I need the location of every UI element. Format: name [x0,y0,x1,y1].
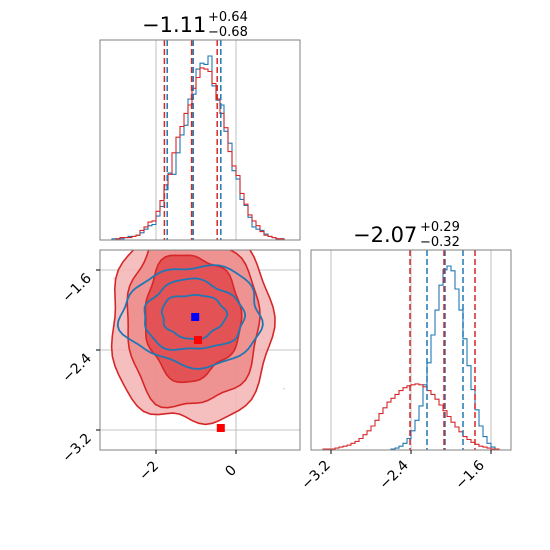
p3-title-main: −2.07 [353,223,417,247]
p2-scatter-point [165,247,167,249]
p2-blue-contours [116,264,264,370]
p3-title-sup: +0.29 [420,220,460,235]
p3-xtick-label-1: −3.2 [298,457,333,492]
p2-xtick-label-2: 0 [222,462,240,480]
p2-xtick-label-1: −2 [136,458,162,484]
p3-quantile-lines [409,250,476,450]
panel-top-left: −1.11 +0.64 −0.68 [99,10,301,241]
p2-ytick-label-3: −3.2 [59,430,94,465]
p1-histogram-series [100,55,300,241]
p2-ytick-label-1: −1.6 [59,270,94,305]
p1-title-sub: −0.68 [208,25,248,40]
p2-markers [191,313,225,432]
p2-scatter-point [189,235,191,237]
p2-red-center-marker [194,336,202,344]
p2-red-contours [110,250,276,426]
p1-axes-frame [99,39,301,241]
p2-scatter-point [178,243,180,245]
p2-blue-contour-3 [116,264,264,370]
p3-hist-series-2 [311,383,511,451]
p2-extra-marker-1 [216,424,225,432]
p3-gridlines [330,250,492,450]
p1-quantile-lines [163,40,222,240]
p1-title-sup: +0.64 [208,10,248,25]
p2-scatter-point [151,238,153,240]
p2-scatter-point [72,275,74,277]
p2-ytick-label-2: −2.4 [59,350,94,385]
p1-gridlines [155,40,237,240]
p2-scatter-point [112,277,115,280]
panel-bottom-right: −3.2 −2.4 −1.6 −2.07 +0.29 −0.32 [298,220,512,493]
p2-blue-contour-2 [143,277,247,351]
p1-title-main: −1.11 [142,13,206,37]
p2-scatter-point [283,387,286,390]
p3-xtick-label-2: −2.4 [376,457,411,492]
p1-hist-series-1 [100,55,300,241]
p2-blue-contour-1 [160,293,229,341]
p2-blue-center-marker [191,313,200,321]
p1-hist-series-2 [100,67,300,241]
p2-scatter-point [218,233,220,235]
p3-ticks [330,450,492,454]
p3-title-sub: −0.32 [420,235,460,250]
p2-scatter-point [169,226,171,228]
p3-title: −2.07 +0.29 −0.32 [353,220,460,250]
p2-ticks [96,269,237,454]
p3-xtick-label-3: −1.6 [452,457,487,492]
p1-title: −1.11 +0.64 −0.68 [142,10,248,40]
